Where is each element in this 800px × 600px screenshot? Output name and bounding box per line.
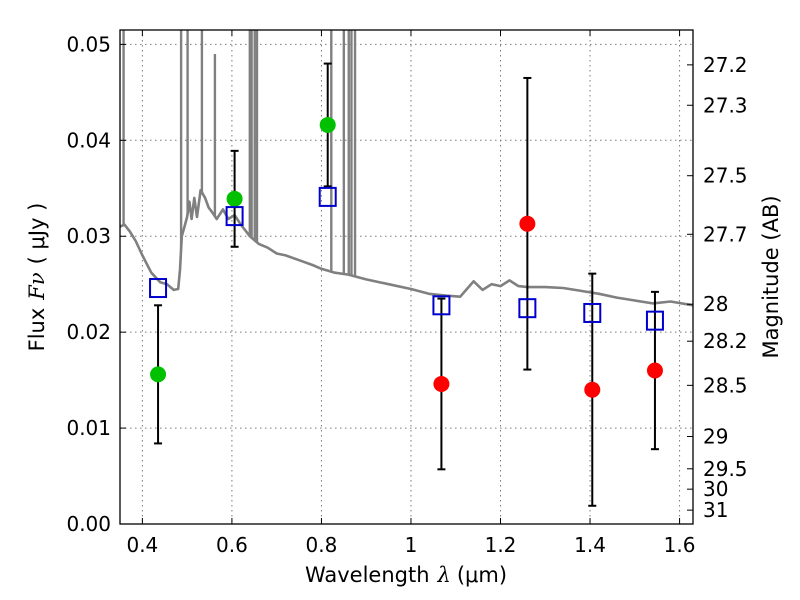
sed-layer	[119, 30, 694, 307]
plot-frame	[119, 29, 694, 525]
y-axis: 0.00 0.01 0.02 0.03 0.04 0.05	[66, 32, 126, 536]
model-flux-square	[583, 302, 602, 323]
x-tick-label: 0.6	[216, 533, 248, 557]
y-tick-label: 0.04	[66, 128, 111, 152]
sed-model-curve	[119, 188, 694, 307]
flux-point	[584, 381, 601, 398]
flux-point	[519, 215, 536, 232]
y2-tick-label: 28.5	[703, 373, 748, 397]
marker-layer	[149, 116, 664, 398]
y-tick-label: 0.01	[66, 416, 111, 440]
y2-tick-label: 27.7	[703, 222, 748, 246]
flux-point	[646, 362, 663, 379]
x-tick-label: 1.6	[664, 533, 696, 557]
y2-tick-label: 29	[703, 425, 728, 449]
y2-tick-label: 27.5	[703, 164, 748, 188]
y2-tick-label: 28.2	[703, 329, 748, 353]
model-flux-square	[518, 298, 537, 319]
x-tick-label: 0.4	[126, 533, 158, 557]
flux-point	[150, 366, 167, 383]
y2-tick-label: 28	[703, 292, 728, 316]
model-flux-square	[225, 206, 244, 227]
y-tick-label: 0.00	[66, 512, 111, 536]
flux-point	[319, 116, 336, 133]
model-flux-square	[149, 278, 168, 299]
y2-tick-label: 29.5	[703, 457, 748, 481]
y2-tick-label: 31	[703, 498, 728, 522]
model-flux-square	[318, 186, 337, 207]
x-axis: 0.4 0.6 0.8 1 1.2 1.4 1.6	[126, 30, 695, 557]
model-flux-square	[432, 295, 451, 316]
y2-axis-label: Magnitude (AB)	[759, 195, 783, 358]
y2-tick-label: 30	[703, 477, 728, 501]
x-tick-label: 1.4	[574, 533, 606, 557]
model-flux-square	[645, 310, 664, 331]
x-tick-label: 1	[405, 533, 418, 557]
y2-tick-label: 27.2	[703, 53, 748, 77]
x-tick-label: 1.2	[485, 533, 517, 557]
y2-tick-label: 27.3	[703, 93, 748, 117]
x-axis-label: Wavelength λ (μm)	[305, 563, 507, 587]
y-tick-label: 0.03	[66, 224, 111, 248]
grid-layer	[120, 30, 693, 524]
y-tick-label: 0.05	[66, 32, 111, 56]
flux-point	[226, 190, 243, 207]
flux-point	[433, 375, 450, 392]
x-tick-label: 0.8	[306, 533, 338, 557]
y-axis-label: FluxFν( μJy )	[25, 203, 49, 352]
y-tick-label: 0.02	[66, 320, 111, 344]
errorbar-layer	[154, 62, 659, 507]
